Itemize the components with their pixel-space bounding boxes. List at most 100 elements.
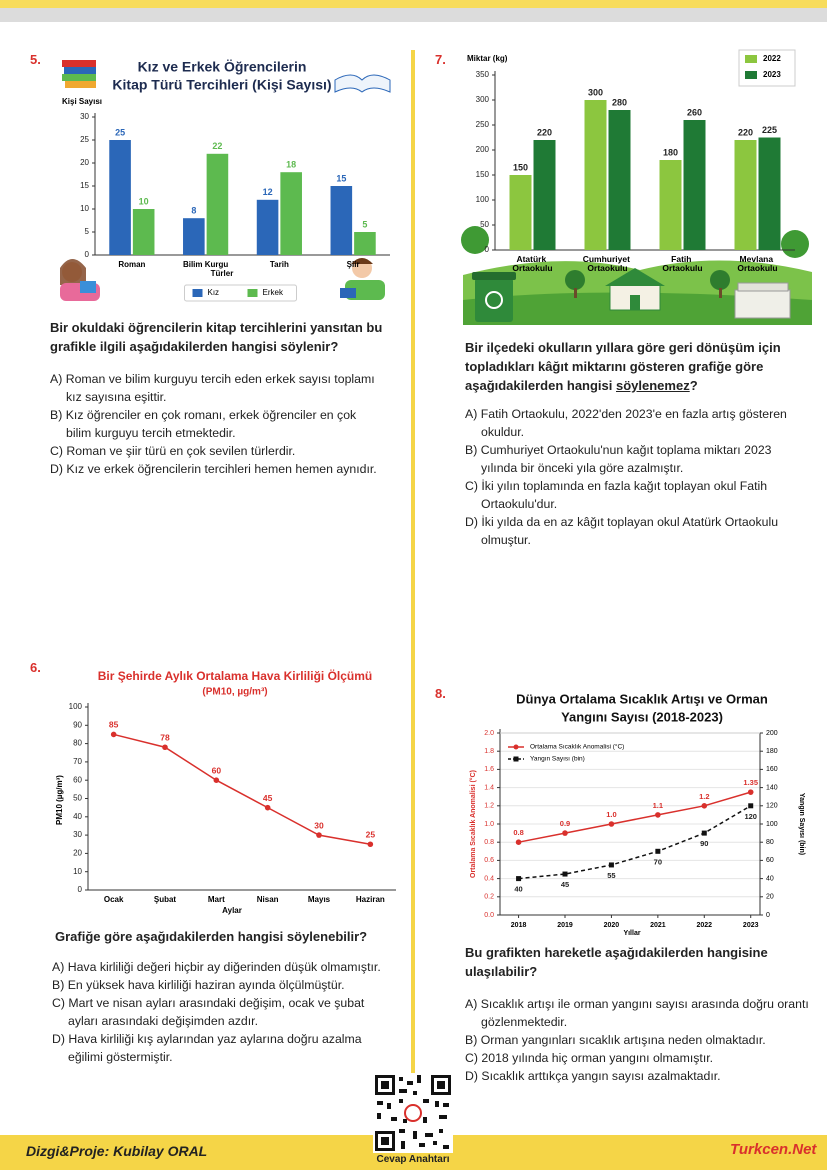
y-tick-label: 10 <box>80 204 89 213</box>
legend-marker <box>513 756 519 762</box>
y-tick-label: 30 <box>73 830 82 839</box>
chart-title: Bir Şehirde Aylık Ortalama Hava Kirliliğ… <box>98 668 373 683</box>
chart-subtitle: (PM10, µg/m³) <box>202 687 267 698</box>
y2-tick-label: 120 <box>766 803 778 810</box>
top-bar <box>0 0 827 8</box>
option: B) Kız öğrenciler en çok romanı, erkek ö… <box>50 408 357 440</box>
x-axis-title: Aylar <box>222 906 242 915</box>
data-label: 180 <box>663 147 678 157</box>
x-tick-label: 2021 <box>650 922 666 929</box>
chart-title: Dünya Ortalama Sıcaklık Artışı ve Orman <box>516 691 768 706</box>
legend-label: Kız <box>208 288 220 297</box>
data-label: 18 <box>286 160 296 170</box>
option: C) Mart ve nisan ayları arasındaki değiş… <box>52 996 365 1028</box>
y-tick-label: 250 <box>476 120 490 129</box>
y-tick-label: 10 <box>73 867 82 876</box>
option: C) Roman ve şiir türü en çok sevilen tür… <box>50 444 296 458</box>
y-tick-label: 15 <box>80 181 89 190</box>
y2-tick-label: 40 <box>766 875 774 882</box>
y-tick-label: 2.0 <box>484 730 494 737</box>
y-tick-label: 60 <box>73 775 82 784</box>
line <box>113 733 371 845</box>
question-stem: Bir ilçedeki okulların yıllara göre geri… <box>465 338 813 395</box>
stem-end: ? <box>689 378 698 393</box>
boy-illustration <box>340 258 385 300</box>
data-label: 120 <box>744 812 757 821</box>
option: D) Kız ve erkek öğrencilerin tercihleri … <box>50 462 377 476</box>
bar <box>608 110 631 250</box>
bar <box>758 137 781 250</box>
legend-swatch <box>745 71 757 79</box>
y-tick-label: 0.0 <box>484 912 494 919</box>
options: A) Roman ve bilim kurguyu tercih eden er… <box>50 370 380 478</box>
x-tick-label: Atatürk Ortaokulu <box>512 254 552 273</box>
qr-pattern <box>375 1075 451 1151</box>
x-tick-label: Fatih Ortaokulu <box>662 254 702 273</box>
y2-tick-label: 60 <box>766 857 774 864</box>
option: B) Orman yangınları sıcaklık artışına ne… <box>465 1033 766 1047</box>
landscape <box>461 226 812 325</box>
y-tick-label: 20 <box>73 849 82 858</box>
data-label: 260 <box>687 107 702 117</box>
y-axis-title: PM10 (µg/m³) <box>55 775 64 825</box>
stem-text: Grafiğe göre aşağıdakilerden hangisi söy… <box>55 929 368 944</box>
qr-code <box>373 1073 453 1153</box>
marker <box>516 876 522 882</box>
stem-text: Bir ilçedeki okulların yıllara göre geri… <box>465 340 781 393</box>
bar <box>683 120 706 250</box>
question-number: 6. <box>30 660 41 675</box>
line <box>518 805 752 880</box>
y-tick-label: 0.2 <box>484 894 494 901</box>
legend-swatch <box>745 55 757 63</box>
girl-illustration <box>60 259 100 301</box>
y2-tick-label: 180 <box>766 748 778 755</box>
option: A) Sıcaklık artışı ile orman yangını say… <box>465 997 809 1029</box>
bar <box>109 140 131 255</box>
option: D) Hava kirliliği kış aylarından yaz ayl… <box>52 1032 362 1064</box>
options: A) Fatih Ortaokulu, 2022'den 2023'e en f… <box>465 405 800 549</box>
data-label: 225 <box>762 125 777 135</box>
x-axis-title: Türler <box>211 269 234 278</box>
data-label: 22 <box>212 141 222 151</box>
data-label: 45 <box>263 793 273 803</box>
x-tick-label: 2018 <box>511 922 527 929</box>
legend-label: Ortalama Sıcaklık Anomalisi (°C) <box>530 743 624 751</box>
line <box>518 791 751 843</box>
x-tick-label: Cumhuriyet Ortaokulu <box>583 254 633 273</box>
y2-tick-label: 0 <box>766 912 770 919</box>
y-tick-label: 0.4 <box>484 875 494 882</box>
bar <box>132 209 155 255</box>
data-label: 1.35 <box>743 778 758 787</box>
x-tick-label: 2022 <box>696 922 712 929</box>
bar <box>206 153 229 255</box>
y2-tick-label: 200 <box>766 730 778 737</box>
bar <box>183 218 205 255</box>
x-tick-label: Tarih <box>270 260 289 269</box>
data-label: 55 <box>607 871 615 880</box>
y-tick-label: 150 <box>476 170 490 179</box>
marker <box>655 812 661 818</box>
footer-credit: Dizgi&Proje: Kubilay ORAL <box>26 1143 208 1159</box>
y-tick-label: 30 <box>80 112 89 121</box>
y-tick-label: 0.8 <box>484 839 494 846</box>
marker <box>748 803 754 809</box>
y-tick-label: 350 <box>476 70 490 79</box>
data-label: 0.8 <box>513 828 523 837</box>
y-tick-label: 50 <box>480 220 489 229</box>
bar <box>533 140 556 250</box>
y-tick-label: 0.6 <box>484 857 494 864</box>
y2-tick-label: 80 <box>766 839 774 846</box>
legend-marker <box>513 744 519 750</box>
option: D) Sıcaklık arttıkça yangın sayısı azalm… <box>465 1069 721 1083</box>
data-label: 90 <box>700 839 708 848</box>
option: B) En yüksek hava kirliliği haziran ayın… <box>52 978 345 992</box>
question-stem: Bir okuldaki öğrencilerin kitap tercihle… <box>50 318 395 356</box>
y-tick-label: 40 <box>73 812 82 821</box>
y2-tick-label: 140 <box>766 784 778 791</box>
bar <box>330 186 353 255</box>
data-label: 85 <box>109 720 119 730</box>
x-axis-title: Yıllar <box>623 930 640 937</box>
y2-tick-label: 160 <box>766 766 778 773</box>
legend-box <box>184 284 297 302</box>
question-number: 7. <box>435 52 446 67</box>
